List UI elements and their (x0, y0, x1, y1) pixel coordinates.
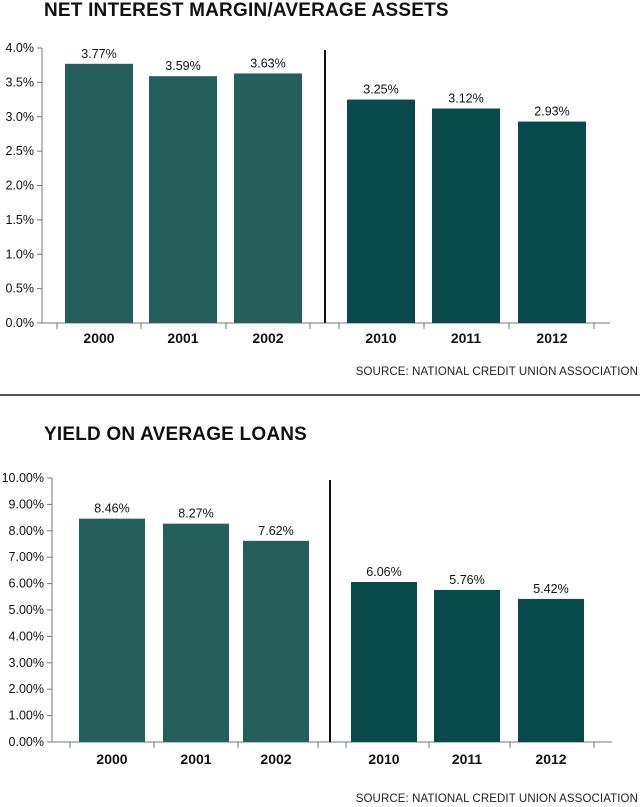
y-tick-label: 1.5% (6, 213, 35, 227)
y-tick-label: 7.00% (9, 550, 44, 564)
y-tick-label: 3.5% (6, 75, 35, 89)
section-divider (0, 394, 640, 396)
bar-2000 (65, 63, 133, 323)
x-category-label-2002: 2002 (260, 751, 291, 767)
chart-2-title: YIELD ON AVERAGE LOANS (44, 424, 308, 445)
bar-2002 (234, 73, 302, 323)
y-tick-label: 9.00% (9, 497, 44, 511)
x-category-label-2002: 2002 (252, 330, 283, 346)
y-tick-label: 10.00% (2, 471, 44, 485)
y-tick-label: 6.00% (9, 577, 44, 591)
bar-2000 (79, 518, 145, 742)
y-tick-label: 5.00% (9, 603, 44, 617)
x-category-label-2012: 2012 (536, 330, 567, 346)
data-label-2010: 6.06% (366, 565, 401, 579)
bar-2010 (347, 99, 415, 323)
x-category-label-2010: 2010 (368, 751, 399, 767)
bar-2012 (518, 121, 586, 323)
data-label-2001: 3.59% (165, 59, 200, 73)
y-tick-label: 4.0% (6, 41, 35, 55)
chart-1-title: NET INTEREST MARGIN/AVERAGE ASSETS (44, 0, 449, 21)
y-tick-label: 2.00% (9, 682, 44, 696)
x-category-label-2000: 2000 (96, 751, 127, 767)
chart-2-plot: 0.00% 1.00% 2.00% 3.00% 4.00% 5.00% 6.00% 7.00%… (2, 471, 612, 767)
chart-1-source: SOURCE: NATIONAL CREDIT UNION ASSOCIATIO… (355, 366, 638, 378)
x-category-label-2012: 2012 (535, 751, 566, 767)
data-label-2001: 8.27% (178, 507, 213, 521)
bar-2002 (243, 540, 309, 742)
data-label-2011: 5.76% (449, 573, 484, 587)
bar-2012 (518, 598, 584, 742)
y-tick-label: 2.5% (6, 144, 35, 158)
data-label-2010: 3.25% (363, 83, 398, 97)
data-label-2012: 5.42% (533, 582, 568, 596)
x-category-label-2001: 2001 (167, 330, 198, 346)
y-tick-label: 3.0% (6, 110, 35, 124)
y-tick-label: 0.00% (9, 735, 44, 749)
y-tick-label: 0.5% (6, 282, 35, 296)
x-category-label-2011: 2011 (452, 751, 483, 767)
data-label-2000: 8.46% (94, 502, 129, 516)
x-category-label-2011: 2011 (451, 330, 482, 346)
x-category-label-2000: 2000 (83, 330, 114, 346)
data-label-2012: 2.93% (534, 105, 569, 119)
y-tick-label: 8.00% (9, 524, 44, 538)
bar-2001 (149, 76, 217, 323)
bar-2001 (163, 523, 229, 742)
y-tick-label: 3.00% (9, 656, 44, 670)
x-category-label-2001: 2001 (180, 751, 211, 767)
y-tick-label: 2.0% (6, 179, 35, 193)
y-tick-label: 0.0% (6, 316, 35, 330)
bar-2011 (434, 589, 500, 742)
chart-2-source: SOURCE: NATIONAL CREDIT UNION ASSOCIATIO… (355, 793, 638, 805)
data-label-2000: 3.77% (81, 47, 116, 61)
data-label-2011: 3.12% (448, 92, 483, 106)
chart-1-plot: 0.0% 0.5% 1.0% 1.5% 2.0% 2.5% 3.0% 3.5% 4.0% 3.77… (6, 41, 610, 346)
y-tick-label: 1.00% (9, 709, 44, 723)
x-category-label-2010: 2010 (365, 330, 396, 346)
y-tick-label: 4.00% (9, 629, 44, 643)
y-tick-label: 1.0% (6, 247, 35, 261)
data-label-2002: 3.63% (250, 56, 285, 70)
bar-2010 (351, 582, 417, 742)
data-label-2002: 7.62% (258, 524, 293, 538)
bar-2011 (432, 108, 500, 323)
